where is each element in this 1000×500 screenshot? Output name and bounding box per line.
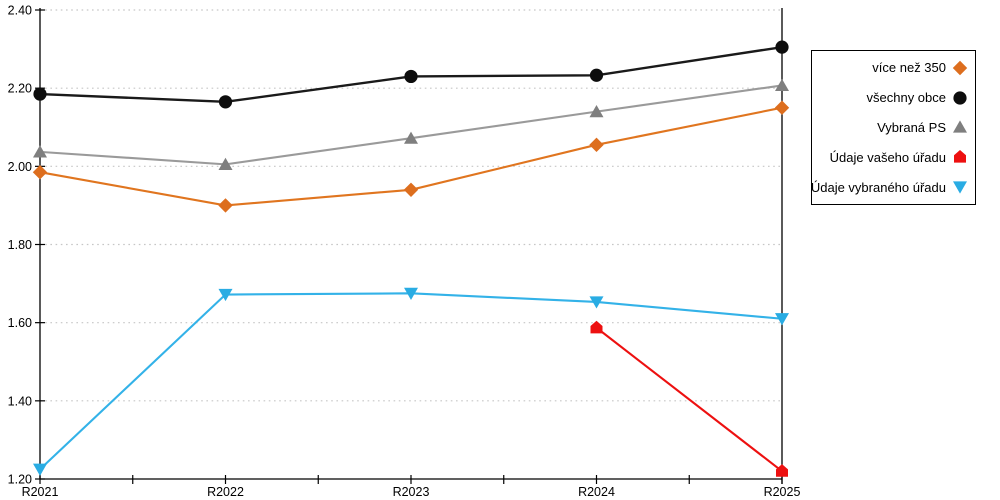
x-tick-label: R2024: [578, 485, 615, 499]
data-point-marker: [589, 105, 604, 118]
data-point-marker: [589, 68, 604, 82]
legend-item: Údaje vašeho úřadu: [816, 149, 968, 165]
series-line-3: [39, 84, 783, 166]
legend: více než 350 všechny obce Vybraná PS Údaje …: [811, 50, 976, 205]
data-point-marker: [33, 87, 47, 101]
data-point-marker: [404, 287, 418, 300]
data-point-marker: [589, 296, 604, 309]
legend-item: všechny obce: [816, 90, 968, 106]
legend-item: více než 350: [816, 60, 968, 76]
y-tick-label: 1.60: [8, 316, 32, 330]
triangle-up-legend-marker-icon: [953, 120, 967, 134]
legend-item: Vybraná PS: [816, 119, 968, 135]
pentagon-legend-marker-icon: [954, 150, 966, 163]
data-point-marker: [404, 131, 418, 144]
data-point-marker: [775, 78, 789, 92]
series-line-5: [39, 292, 783, 470]
data-point-marker: [218, 288, 233, 302]
y-tick-label: 2.00: [8, 160, 32, 174]
data-point-marker: [33, 145, 47, 158]
data-point-marker: [218, 198, 233, 213]
legend-item-label: Údaje vašeho úřadu: [829, 149, 946, 165]
y-tick-label: 1.40: [8, 394, 32, 408]
x-tick-label: R2021: [22, 485, 59, 499]
legend-item: Údaje vybraného úřadu: [811, 179, 968, 195]
data-point-marker: [218, 157, 233, 170]
y-tick-label: 2.40: [8, 4, 32, 18]
legend-item-label: více než 350: [872, 60, 946, 76]
data-point-marker: [590, 320, 603, 334]
data-point-marker: [218, 95, 233, 109]
data-point-marker: [33, 463, 47, 476]
data-point-marker: [775, 40, 789, 54]
data-point-marker: [404, 69, 418, 84]
x-tick-label: R2025: [764, 485, 801, 499]
circle-legend-marker-icon: [953, 91, 967, 105]
data-point-marker: [32, 164, 48, 180]
x-tick-label: R2023: [393, 485, 430, 499]
y-tick-label: 1.20: [8, 473, 32, 487]
x-tick-label: R2022: [207, 485, 244, 499]
y-tick-label: 1.80: [8, 238, 32, 252]
y-tick-label: 2.20: [8, 82, 32, 96]
legend-item-label: všechny obce: [866, 90, 947, 106]
diamond-legend-marker-icon: [952, 60, 968, 76]
series-line-4: [595, 326, 783, 473]
data-point-marker: [774, 100, 790, 115]
legend-item-label: Vybraná PS: [877, 119, 946, 135]
triangle-down-legend-marker-icon: [953, 181, 967, 194]
data-point-marker: [589, 137, 604, 153]
data-point-marker: [403, 182, 419, 197]
data-point-marker: [776, 464, 788, 477]
legend-item-label: Údaje vybraného úřadu: [810, 179, 946, 195]
data-point-marker: [775, 313, 789, 326]
